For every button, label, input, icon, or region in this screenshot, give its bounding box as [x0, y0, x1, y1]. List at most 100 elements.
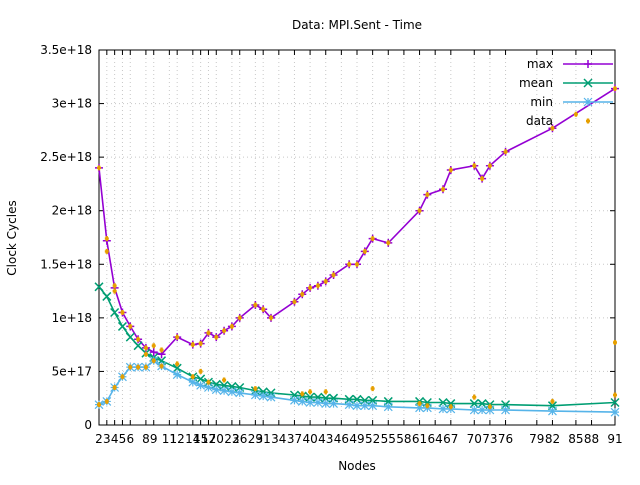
series-point-mean	[352, 394, 362, 404]
data-point	[261, 306, 266, 312]
x-tick-label: 58	[396, 432, 411, 446]
x-axis-label: Nodes	[338, 459, 376, 473]
data-point	[198, 341, 203, 347]
series-point-min	[204, 383, 213, 392]
data-point	[190, 374, 195, 380]
series-point-min	[211, 385, 221, 395]
series-point-mean	[117, 321, 127, 331]
x-tick-label: 20	[209, 432, 224, 446]
series-point-min	[297, 397, 307, 406]
x-tick-label: 11	[162, 432, 177, 446]
data-point	[300, 291, 305, 297]
data-point	[300, 391, 305, 397]
data-point	[370, 386, 375, 392]
data-point	[573, 111, 578, 117]
data-point	[550, 398, 555, 404]
series-point-min	[235, 388, 245, 398]
data-point	[214, 334, 219, 340]
series-point-mean	[477, 399, 487, 409]
series-point-min	[548, 406, 557, 416]
data-point	[198, 368, 203, 374]
data-point	[448, 404, 453, 410]
series-point-min	[227, 387, 237, 397]
data-point	[229, 323, 234, 329]
series-point-mean	[102, 291, 112, 301]
x-tick-label: 31	[256, 432, 271, 446]
legend-marker-min	[583, 97, 593, 107]
data-point	[104, 248, 109, 254]
data-point	[120, 374, 125, 380]
data-points	[97, 86, 617, 410]
data-point	[112, 283, 117, 289]
x-tick-label: 4	[111, 432, 119, 446]
legend-marker-mean	[583, 78, 593, 88]
data-point	[425, 403, 430, 409]
x-tick-label: 26	[232, 432, 247, 446]
data-point	[441, 186, 445, 192]
series-point-min	[415, 403, 424, 413]
series-point-min	[266, 392, 276, 402]
data-point	[487, 163, 492, 169]
legend-label-data: data	[526, 114, 553, 128]
data-point	[120, 310, 125, 315]
series-point-min	[188, 377, 198, 387]
data-point	[315, 283, 320, 289]
legend: max mean min data	[519, 57, 613, 128]
data-point	[206, 330, 211, 336]
data-point	[151, 358, 156, 364]
x-tick-label: 61	[412, 432, 427, 446]
data-point	[206, 379, 211, 385]
data-point	[323, 278, 328, 284]
y-tick-label: 1e+18	[52, 311, 92, 325]
series-point-min	[383, 402, 393, 412]
series-point-min	[477, 405, 487, 415]
data-point	[472, 163, 477, 169]
series-point-min	[344, 400, 354, 410]
x-tick-label: 37	[287, 432, 302, 446]
data-point	[136, 336, 141, 342]
data-point	[237, 315, 242, 321]
data-point	[175, 334, 180, 340]
y-tick-label: 3e+18	[52, 97, 92, 111]
data-point	[97, 402, 101, 408]
x-tick-label: 12	[170, 432, 185, 446]
x-tick-label: 3	[103, 432, 111, 446]
data-point	[613, 392, 617, 398]
x-tick-label: 46	[334, 432, 349, 446]
data-point	[323, 389, 328, 395]
x-tick-label: 49	[349, 432, 364, 446]
series-point-mean	[133, 341, 143, 351]
x-tick-label: 29	[248, 432, 263, 446]
data-point	[175, 361, 180, 367]
data-point	[112, 288, 117, 294]
legend-label-min: min	[530, 95, 553, 109]
series-point-mean	[610, 397, 620, 408]
data-point	[417, 401, 422, 407]
x-tick-label: 52	[365, 432, 380, 446]
y-axis-ticks: 0 5e+17 1e+18 1.5e+18 2e+18 2.5e+18 3e+18 3.5e+…	[40, 43, 615, 432]
series-point-min	[290, 395, 299, 405]
data-point	[331, 272, 336, 278]
y-tick-label: 0	[84, 418, 92, 432]
data-point	[355, 261, 359, 267]
data-point	[151, 343, 156, 349]
x-tick-label: 76	[498, 432, 513, 446]
series-point-min	[321, 399, 331, 408]
series-point-min	[313, 398, 323, 407]
y-tick-label: 3.5e+18	[40, 43, 92, 57]
y-tick-label: 1.5e+18	[40, 257, 92, 271]
series-point-mean	[266, 388, 276, 398]
series-point-min	[368, 401, 378, 411]
series-point-mean	[438, 397, 448, 408]
data-point	[222, 328, 227, 334]
series-point-min	[438, 404, 448, 414]
data-point	[386, 240, 391, 246]
series-point-min	[196, 380, 206, 390]
series-point-min	[219, 386, 229, 396]
x-tick-label: 23	[224, 432, 239, 446]
data-point	[472, 394, 477, 400]
legend-label-max: max	[527, 57, 553, 71]
data-point	[159, 347, 164, 353]
